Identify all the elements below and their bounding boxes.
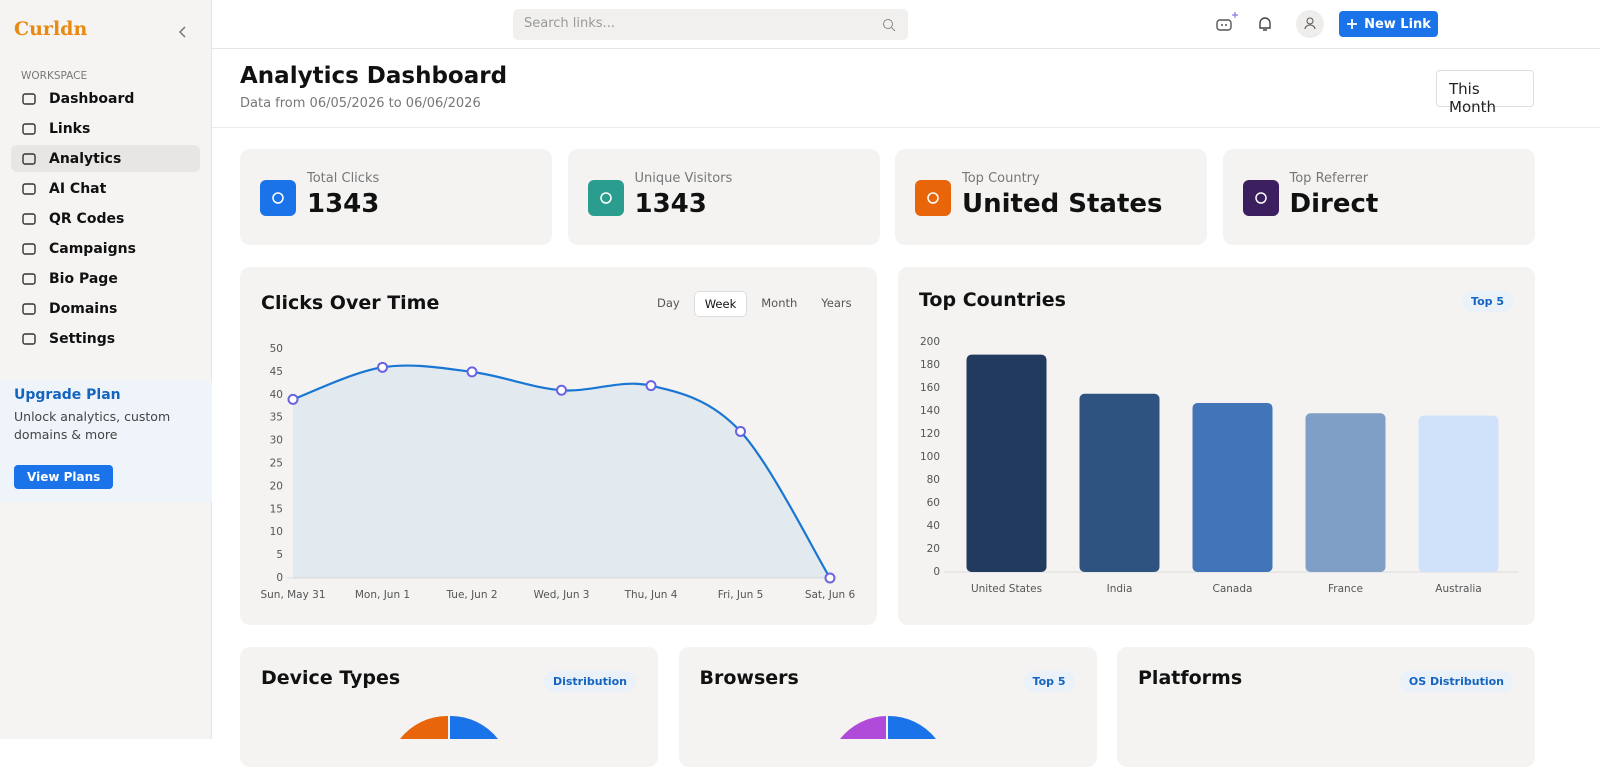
- nav-icon: [22, 122, 36, 135]
- chart-card: Platforms OS Distribution: [1117, 647, 1535, 767]
- nav-item[interactable]: Links: [11, 115, 200, 142]
- date-range-text: Data from 06/05/2026 to 06/06/2026: [240, 96, 481, 111]
- nav-item[interactable]: Bio Page: [11, 265, 200, 292]
- card-title: Device Types: [261, 667, 401, 689]
- time-tabs: Day Week Month Years: [647, 291, 862, 317]
- nav-icon: [22, 302, 36, 315]
- upgrade-text: Unlock analytics, custom domains & more: [14, 409, 171, 442]
- nav-item[interactable]: Domains: [11, 295, 200, 322]
- nav-label: QR Codes: [49, 210, 125, 227]
- nav-icon: [22, 182, 36, 195]
- nav-label: Settings: [49, 330, 116, 347]
- search-icon: [883, 19, 896, 32]
- nav-item[interactable]: Campaigns: [11, 235, 200, 262]
- line-chart-card: Clicks Over Time Day Week Month Years: [240, 267, 877, 625]
- icon-glyph: [272, 192, 284, 204]
- nav-label: AI Chat: [49, 180, 107, 197]
- page-header: Analytics Dashboard Data from 06/05/2026…: [212, 49, 1600, 128]
- collapse-button[interactable]: [176, 25, 190, 39]
- nav-item[interactable]: Analytics: [11, 145, 200, 172]
- topbar: Search links... New Link: [212, 0, 1600, 49]
- card-title: Platforms: [1138, 667, 1243, 689]
- nav-icon: [22, 332, 36, 345]
- new-link-label: New Link: [1364, 16, 1431, 32]
- time-tab[interactable]: Years: [821, 296, 852, 310]
- card-badge: Distribution: [543, 671, 636, 692]
- new-link-button[interactable]: New Link: [1339, 11, 1438, 37]
- page-title: Analytics Dashboard: [240, 63, 508, 89]
- stat-card: Unique Visitors 1343: [567, 149, 880, 245]
- card-title: Browsers: [699, 667, 799, 689]
- stat-value: 1343: [634, 189, 707, 219]
- stat-icon: [1242, 180, 1279, 216]
- chart-badge: Top 5: [1462, 291, 1513, 312]
- nav-label: Domains: [49, 300, 118, 317]
- ai-button[interactable]: [1212, 10, 1240, 38]
- stat-label: Total Clicks: [307, 171, 380, 186]
- notifications-button[interactable]: [1256, 15, 1274, 33]
- sidebar: Curldn WORKSPACE Dashboard Links Analytics…: [0, 0, 212, 739]
- time-tab[interactable]: Month: [761, 296, 798, 310]
- stat-card: Top Referrer Direct: [1222, 149, 1535, 245]
- chart-card: Browsers Top 5: [678, 647, 1097, 767]
- section-label: WORKSPACE: [21, 70, 88, 82]
- profile-button[interactable]: [1296, 10, 1324, 38]
- time-tab[interactable]: Week: [693, 291, 748, 317]
- bar-chart-card: Top Countries Top 5: [898, 267, 1535, 625]
- upgrade-title: Upgrade Plan: [14, 387, 121, 403]
- card-badge: Top 5: [1023, 671, 1075, 692]
- chart-card: Device Types Distribution: [240, 647, 658, 767]
- search-input[interactable]: Search links...: [513, 9, 908, 40]
- nav-icon: [22, 92, 36, 105]
- nav-label: Analytics: [49, 150, 122, 167]
- range-select[interactable]: This Month: [1436, 70, 1534, 116]
- stat-icon: [915, 180, 951, 216]
- icon-glyph: [1254, 192, 1267, 204]
- time-tab[interactable]: Day: [657, 296, 680, 310]
- plus-icon: [1347, 19, 1358, 29]
- brand-logo[interactable]: Curldn: [14, 18, 88, 40]
- nav-item[interactable]: QR Codes: [11, 205, 200, 232]
- icon-glyph: [927, 192, 939, 204]
- nav-label: Campaigns: [49, 240, 136, 257]
- stat-label: Top Referrer: [1289, 171, 1369, 186]
- stat-card: Top Country United States: [895, 149, 1207, 245]
- nav-item[interactable]: Dashboard: [11, 85, 200, 112]
- nav-label: Dashboard: [49, 90, 135, 107]
- stat-icon: [587, 180, 624, 216]
- stat-value: United States: [962, 189, 1163, 219]
- view-plans-button[interactable]: View Plans: [14, 465, 114, 489]
- stat-icon: [260, 180, 296, 216]
- stat-value: 1343: [307, 189, 380, 219]
- stat-value: Direct: [1289, 189, 1379, 219]
- nav-item[interactable]: Settings: [11, 325, 200, 352]
- stat-label: Unique Visitors: [634, 171, 733, 186]
- card-badge: OS Distribution: [1399, 671, 1513, 692]
- nav-icon: [22, 152, 36, 165]
- stat-card: Total Clicks 1343: [240, 149, 552, 245]
- nav-label: Links: [49, 120, 91, 137]
- nav-icon: [22, 242, 36, 255]
- nav-label: Bio Page: [49, 270, 118, 287]
- upgrade-panel: Upgrade Plan Unlock analytics, custom do…: [0, 380, 212, 502]
- nav-item[interactable]: AI Chat: [11, 175, 200, 202]
- nav-icon: [22, 272, 36, 285]
- icon-glyph: [599, 192, 612, 204]
- chart-title: Top Countries: [919, 289, 1066, 311]
- nav-icon: [22, 212, 36, 225]
- chart-title: Clicks Over Time: [261, 292, 440, 314]
- stat-label: Top Country: [962, 171, 1040, 186]
